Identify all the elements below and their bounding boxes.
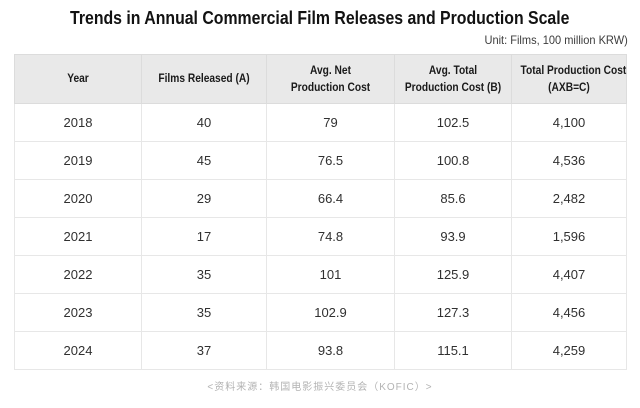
cell-total-cost: 4,259 — [511, 330, 627, 370]
unit-note: Unit: Films, 100 million KRW) — [0, 30, 640, 54]
cell-year: 2020 — [14, 178, 142, 218]
cell-avg-net-cost: 102.9 — [266, 292, 395, 332]
cell-avg-total-cost: 127.3 — [394, 292, 512, 332]
col-header-year: Year — [14, 53, 142, 104]
table-row-2023: 2023 35 102.9 127.3 4,456 — [14, 292, 627, 332]
cell-total-cost: 4,536 — [511, 140, 627, 180]
col-header-total-cost: Total Production Cost (AXB=C) — [511, 53, 627, 104]
cell-year: 2021 — [14, 216, 142, 256]
cell-total-cost: 4,100 — [511, 102, 627, 142]
col-header-films-released: Films Released (A) — [141, 53, 267, 104]
page-title: Trends in Annual Commercial Film Release… — [0, 0, 640, 30]
cell-avg-net-cost: 93.8 — [266, 330, 395, 370]
table-row-2024: 2024 37 93.8 115.1 4,259 — [14, 330, 627, 370]
cell-year: 2019 — [14, 140, 142, 180]
col-header-avg-net-cost: Avg. Net Production Cost — [266, 53, 395, 104]
source-note: <资料来源：韩国电影振兴委员会（KOFIC）> — [207, 381, 433, 393]
cell-total-cost: 2,482 — [511, 178, 627, 218]
cell-avg-net-cost: 74.8 — [266, 216, 395, 256]
data-table: Year Films Released (A) Avg. Net Product… — [14, 53, 627, 370]
cell-avg-net-cost: 79 — [266, 102, 395, 142]
cell-avg-total-cost: 85.6 — [394, 178, 512, 218]
table-header-row: Year Films Released (A) Avg. Net Product… — [14, 53, 627, 104]
cell-avg-total-cost: 125.9 — [394, 254, 512, 294]
cell-avg-net-cost: 76.5 — [266, 140, 395, 180]
cell-films-released: 37 — [141, 330, 267, 370]
cell-films-released: 40 — [141, 102, 267, 142]
cell-films-released: 35 — [141, 254, 267, 294]
cell-avg-total-cost: 115.1 — [394, 330, 512, 370]
cell-films-released: 35 — [141, 292, 267, 332]
cell-films-released: 45 — [141, 140, 267, 180]
page-title-text: Trends in Annual Commercial Film Release… — [70, 8, 570, 28]
cell-avg-net-cost: 101 — [266, 254, 395, 294]
table-row-2022: 2022 35 101 125.9 4,407 — [14, 254, 627, 294]
cell-avg-total-cost: 100.8 — [394, 140, 512, 180]
cell-total-cost: 4,407 — [511, 254, 627, 294]
cell-year: 2018 — [14, 102, 142, 142]
unit-note-text: Unit: Films, 100 million KRW) — [484, 32, 628, 47]
table-row-2020: 2020 29 66.4 85.6 2,482 — [14, 178, 627, 218]
cell-year: 2024 — [14, 330, 142, 370]
table-row-2019: 2019 45 76.5 100.8 4,536 — [14, 140, 627, 180]
cell-total-cost: 1,596 — [511, 216, 627, 256]
table-row-2021: 2021 17 74.8 93.9 1,596 — [14, 216, 627, 256]
cell-films-released: 29 — [141, 178, 267, 218]
cell-avg-total-cost: 102.5 — [394, 102, 512, 142]
col-header-avg-total-cost: Avg. Total Production Cost (B) — [394, 53, 512, 104]
cell-avg-net-cost: 66.4 — [266, 178, 395, 218]
cell-year: 2022 — [14, 254, 142, 294]
cell-films-released: 17 — [141, 216, 267, 256]
cell-total-cost: 4,456 — [511, 292, 627, 332]
table-row-2018: 2018 40 79 102.5 4,100 — [14, 102, 627, 142]
cell-avg-total-cost: 93.9 — [394, 216, 512, 256]
cell-year: 2023 — [14, 292, 142, 332]
